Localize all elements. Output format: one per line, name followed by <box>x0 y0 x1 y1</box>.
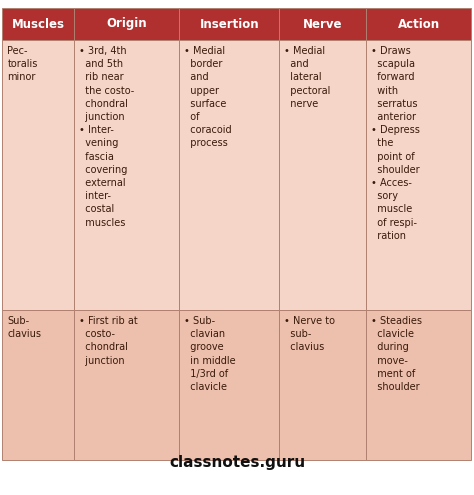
Bar <box>280 40 366 310</box>
Text: • Steadies
  clavicle
  during
  move-
  ment of
  shoulder: • Steadies clavicle during move- ment of… <box>372 316 422 392</box>
Text: • 3rd, 4th
  and 5th
  rib near
  the costo-
  chondral
  junction
• Inter-
  ve: • 3rd, 4th and 5th rib near the costo- c… <box>80 46 135 228</box>
Bar <box>2 310 74 460</box>
Bar <box>366 40 472 310</box>
Bar <box>180 8 280 40</box>
Text: Nerve: Nerve <box>303 17 343 31</box>
Bar <box>74 8 180 40</box>
Bar <box>2 8 74 40</box>
Bar <box>280 8 366 40</box>
Text: • First rib at
  costo-
  chondral
  junction: • First rib at costo- chondral junction <box>80 316 138 366</box>
Text: Insertion: Insertion <box>200 17 259 31</box>
Text: Muscles: Muscles <box>12 17 65 31</box>
Text: • Sub-
  clavian
  groove
  in middle
  1/3rd of
  clavicle: • Sub- clavian groove in middle 1/3rd of… <box>184 316 236 392</box>
Bar <box>366 8 472 40</box>
Text: classnotes.guru: classnotes.guru <box>169 454 305 469</box>
Text: Origin: Origin <box>107 17 147 31</box>
Bar <box>74 40 180 310</box>
Bar <box>180 310 280 460</box>
Text: • Medial
  and
  lateral
  pectoral
  nerve: • Medial and lateral pectoral nerve <box>284 46 331 109</box>
Text: • Nerve to
  sub-
  clavius: • Nerve to sub- clavius <box>284 316 336 352</box>
Bar <box>180 40 280 310</box>
Bar <box>2 40 74 310</box>
Text: • Medial
  border
  and
  upper
  surface
  of
  coracoid
  process: • Medial border and upper surface of cor… <box>184 46 232 148</box>
Text: • Draws
  scapula
  forward
  with
  serratus
  anterior
• Depress
  the
  point: • Draws scapula forward with serratus an… <box>372 46 420 241</box>
Bar <box>74 310 180 460</box>
Text: Pec-
toralis
minor: Pec- toralis minor <box>8 46 38 82</box>
Bar <box>366 310 472 460</box>
Text: Sub-
clavius: Sub- clavius <box>8 316 42 339</box>
Text: Action: Action <box>398 17 440 31</box>
Bar <box>280 310 366 460</box>
